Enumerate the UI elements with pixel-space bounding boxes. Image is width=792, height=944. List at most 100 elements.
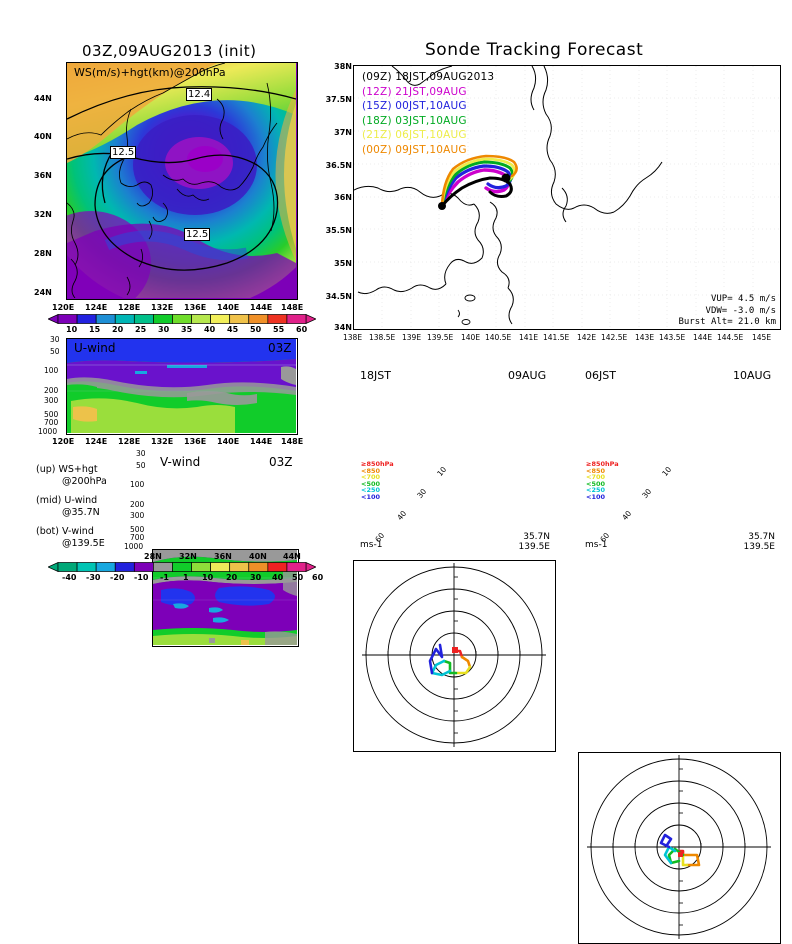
ring-tick: 40 [620,508,634,523]
cb-tick: 35 [181,325,193,334]
x-tick: 128E [118,303,141,312]
y-tick: 36N [334,193,352,202]
y-tick: 500 [44,410,59,419]
sonde-annotations: VUP= 4.5 m/s VDW= -3.0 m/s Burst Alt= 21… [636,294,776,329]
x-tick: 148E [281,437,304,446]
hodograph-1-units: ms-1 [360,540,383,550]
legend-code: (09Z) [362,71,392,83]
legend-code: (21Z) [362,129,392,141]
colorbar-segment [229,314,250,324]
y-tick: 44N [34,94,52,103]
panel-key-field: U-wind [64,495,98,506]
x-tick: 142E [577,333,597,342]
x-tick: 141.5E [543,333,570,342]
y-tick: 35.5N [325,226,352,235]
x-tick: 142.5E [601,333,628,342]
x-tick: 132E [151,303,174,312]
colorbar-segment [76,314,97,324]
colorbar-segment [95,314,116,324]
x-tick: 40N [249,552,267,561]
x-tick: 145E [752,333,772,342]
x-tick: 120E [52,303,75,312]
colorbar-segment [133,314,154,324]
colorbar-segment [286,314,307,324]
panel-key-row: (up) WS+hgt [36,464,107,476]
x-tick: 144E [693,333,713,342]
hodograph-1-date: 09AUG [508,369,547,382]
y-tick: 300 [44,396,59,405]
legend-time: 21JST,09AUG [395,85,467,98]
hodograph-2-units: ms-1 [585,540,608,550]
upper-left-title: 03Z,09AUG2013 (init) [82,42,257,60]
cb-tick: 30 [250,573,262,582]
cb-tick: -10 [134,573,149,582]
legend-row: (18Z) 03JST,10AUG [362,114,494,129]
y-tick: 50 [136,461,146,470]
u-wind-label: U-wind [74,341,116,355]
panel-key-level: @35.7N [62,507,100,518]
level-item: <500 [586,479,606,488]
hodograph-1-time: 18JST [360,369,391,382]
y-tick: 1000 [124,542,144,551]
colorbar-segment [133,562,154,572]
legend-time: 00JST,10AUG [395,100,467,112]
legend-row: (00Z) 09JST,10AUG [362,143,494,158]
x-tick: 144E [250,303,273,312]
x-tick: 124E [85,437,108,446]
cb-tick: 40 [272,573,284,582]
y-tick: 38N [334,62,352,71]
x-tick: 138.5E [369,333,396,342]
y-tick: 35N [334,259,352,268]
y-tick: 700 [130,533,145,542]
x-tick: 28N [144,552,162,561]
legend-row: (09Z) 18JST,09AUG2013 [362,70,494,85]
bottom-colorbar [48,562,316,572]
level-item: <850 [361,466,381,475]
panel-key-field: WS+hgt [58,464,98,475]
vdw-annotation: VDW= -3.0 m/s [705,305,776,316]
colorbar-segment [229,562,250,572]
level-item: ≥850hPa [586,460,619,468]
cb-tick: 50 [250,325,262,334]
colorbar-segment [57,562,78,572]
colorbar-segment [248,314,269,324]
colorbar-segment [267,562,288,572]
y-tick: 700 [44,418,59,427]
level-item: <100 [586,492,606,501]
panel-key-row: (mid) U-wind [36,495,107,507]
legend-time: 18JST,09AUG2013 [395,71,495,83]
y-tick: 37.5N [325,95,352,104]
cb-tick: 50 [292,573,304,582]
u-wind-time: 03Z [268,341,292,355]
hodograph-2-date: 10AUG [733,369,772,382]
cb-tick: 60 [312,573,324,582]
legend-code: (12Z) [362,85,392,98]
y-tick: 30 [136,449,146,458]
y-tick: 36N [34,171,52,180]
colorbar-segment [114,314,135,324]
x-tick: 124E [85,303,108,312]
colorbar-segment [172,562,192,572]
ring-tick: 10 [435,464,449,479]
y-tick: 28N [34,249,52,258]
cb-tick: 15 [89,325,101,334]
hodograph-1-lon: 139.5E [518,542,550,552]
hodograph-panel-1 [353,560,556,752]
colorbar-segment [114,562,135,572]
y-tick: 34.5N [325,292,352,301]
x-tick: 144E [250,437,273,446]
colorbar-segment [286,562,307,572]
v-wind-label: V-wind [160,455,201,469]
legend-row: (15Z) 00JST,10AUG [362,99,494,114]
contour-label-125-a: 12.5 [110,146,137,159]
hodograph-2-location: 35.7N 139.5E [715,532,775,552]
panel-key-row: (bot) V-wind [36,526,107,538]
cb-tick: -40 [62,573,77,582]
panel-key-pos: (bot) [36,526,59,537]
ring-tick: 30 [640,486,654,501]
ring-tick: 10 [660,464,674,479]
colorbar-segment [153,314,173,324]
y-tick: 30 [50,335,60,344]
cb-tick: 1 [183,573,189,582]
y-tick: 40N [34,132,52,141]
